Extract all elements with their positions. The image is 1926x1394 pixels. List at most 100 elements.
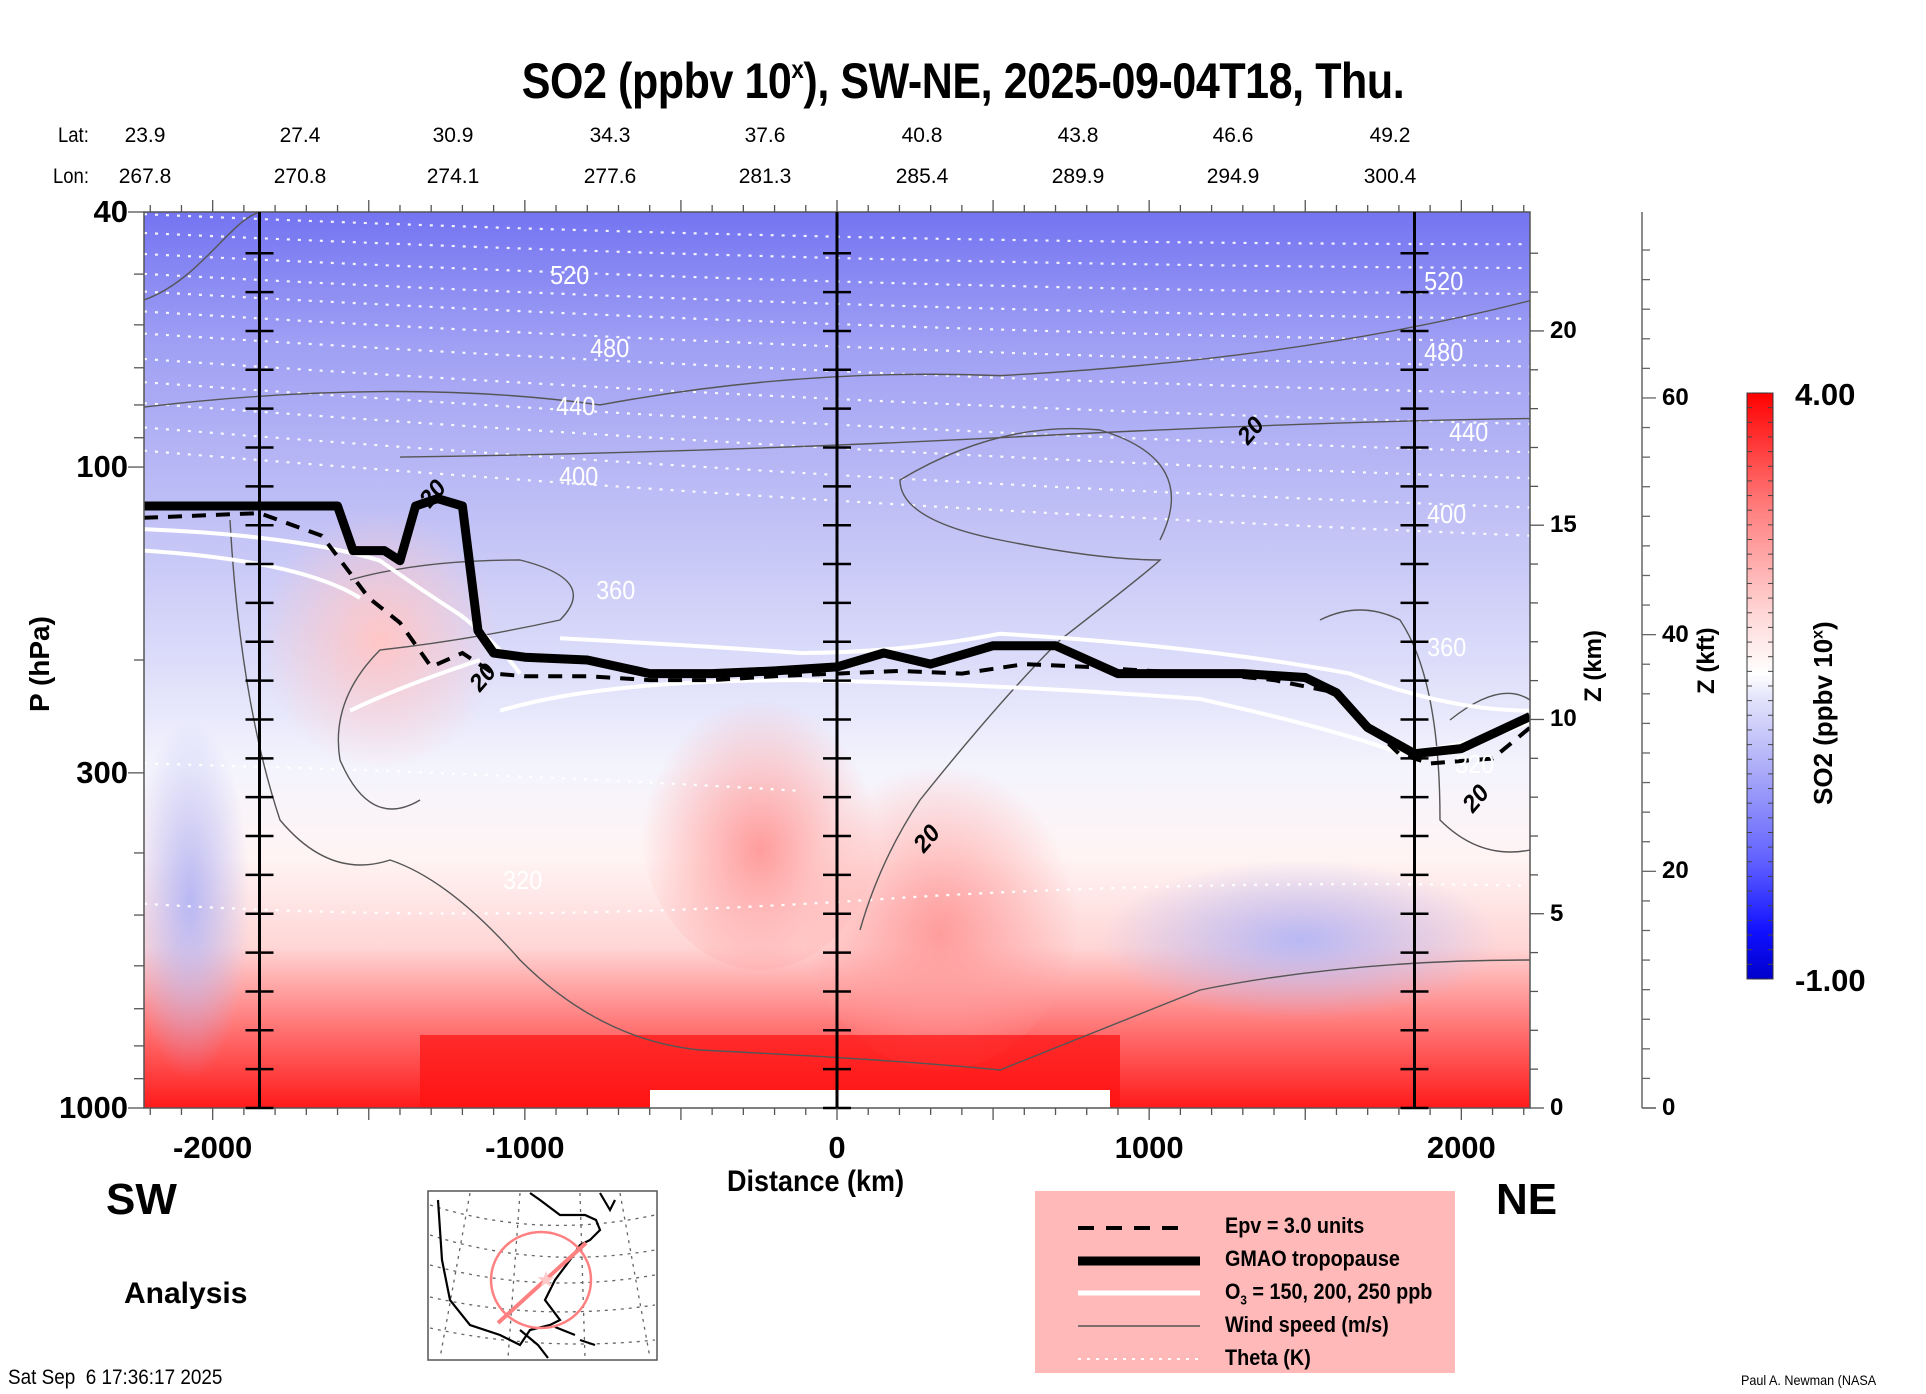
lon-value: 294.9 [1206,165,1260,188]
map-center-star-icon: ★ [536,1268,556,1293]
lat-value: 34.3 [589,124,631,147]
map-coastline [436,1192,616,1359]
credit-label: Paul A. Newman (NASA [1741,1372,1877,1388]
lat-value: 46.6 [1212,124,1254,147]
x-tick-label: 2000 [1426,1130,1496,1165]
y-tick-label: 300 [76,754,128,790]
theta-contour-label: 400 [1426,499,1467,530]
wind-speed-contour [859,427,1173,931]
z-km-tick-label: 10 [1550,705,1577,733]
map-frame [427,1190,658,1361]
colorbar-max-label: 4.00 [1795,377,1856,412]
legend-ozone-sub: 3 [1240,1292,1247,1308]
theta-contour-label: 360 [596,575,636,606]
surface-mask [960,1090,1026,1108]
z-km-axis-label: Z (km) [1580,630,1607,702]
z-kft-tick-label: 60 [1662,383,1689,411]
legend-item-tropopause: GMAO tropopause [1225,1246,1400,1271]
lon-value: 270.8 [273,165,327,188]
y-tick-label: 100 [76,449,128,485]
colorbar-min-label: -1.00 [1795,963,1866,998]
map-section-line [496,1241,588,1325]
wind-speed-contour [229,519,1530,1071]
colorbar-label: SO2 (ppbv 10x) [1808,621,1839,805]
surface-mask [650,1090,1110,1108]
title-suffix: ), SW-NE, 2025-09-04T18, Thu. [803,53,1405,109]
y-tick-label: 1000 [59,1090,128,1125]
legend-line-samples [1078,1226,1200,1360]
z-km-tick-label: 0 [1550,1094,1564,1121]
lat-value: 40.8 [901,124,943,147]
timestamp: Sat Sep 6 17:36:17 2025 [8,1366,223,1389]
map-inset: ★ [427,1190,658,1361]
so2-blue-region [144,720,250,1080]
colorbar-label-suffix: ) [1808,621,1838,630]
theta-contour-label: 520 [549,260,589,291]
colorbar-ticks [1747,392,1773,980]
lat-value: 23.9 [124,124,166,147]
x-tick-label: -1000 [485,1130,565,1165]
title-text: SO2 (ppbv 10 [521,53,792,109]
lat-value: 43.8 [1057,124,1099,147]
colorbar-label-text: SO2 (ppbv 10 [1808,638,1838,805]
lat-label: Lat: [58,124,89,147]
lat-value: 49.2 [1369,124,1411,147]
z-km-tick-label: 15 [1550,511,1577,539]
lon-value: 267.8 [118,165,172,188]
wind-speed-contour [144,212,261,301]
wind-speed-contour [1449,692,1530,721]
colorbar-label-sup: x [1809,629,1827,639]
ne-direction-label: NE [1496,1175,1558,1224]
legend-ozone-rest: = 150, 200, 250 ppb [1246,1279,1433,1304]
legend-item-wind: Wind speed (m/s) [1225,1312,1389,1337]
lon-value: 277.6 [583,165,637,188]
x-axis-label: Distance (km) [727,1165,905,1198]
y-axis-label: P (hPa) [24,616,55,712]
lon-value: 281.3 [738,165,792,188]
x-tick-label: 1000 [1114,1130,1184,1165]
lon-value: 285.4 [895,165,949,188]
theta-contour-label: 400 [559,461,599,492]
ozone-contour [559,631,1530,713]
z-kft-tick-label: 0 [1662,1094,1676,1121]
theta-contour-label: 480 [1423,337,1463,368]
z-km-tick-label: 5 [1550,899,1564,927]
axes [128,200,1656,1120]
wind-speed-contour [144,299,1530,408]
so2-red-column [800,730,1080,1070]
theta-contour-label: 440 [1448,417,1488,448]
lat-value: 30.9 [432,124,474,147]
so2-pink-region [260,510,500,770]
wind-speed-contour [1319,609,1530,853]
lon-value: 274.1 [426,165,480,188]
analysis-label: Analysis [124,1277,248,1310]
heatmap-field [144,212,1530,1108]
z-km-tick-label: 20 [1550,316,1577,344]
chart-title: SO2 (ppbv 10x), SW-NE, 2025-09-04T18, Th… [135,52,1791,110]
theta-contour-label: 440 [556,390,596,421]
so2-blue-region [1100,860,1500,1020]
z-kft-tick-label: 20 [1662,857,1689,885]
theta-contour-label: 480 [590,333,630,364]
ozone-contour [349,658,481,713]
legend-item-ozone: O3 = 150, 200, 250 ppb [1225,1279,1432,1307]
theta-contour-label: 360 [1426,631,1467,662]
y-tick-label: 40 [93,194,128,229]
legend: Epv = 3.0 units GMAO tropopause O3 = 150… [1035,1191,1455,1373]
legend-item-epv: Epv = 3.0 units [1225,1213,1365,1238]
z-kft-axis-label: Z (kft) [1693,627,1720,694]
map-circle [489,1230,593,1330]
lat-value: 37.6 [744,124,786,147]
z-kft-tick-label: 40 [1662,620,1689,648]
title-superscript: x [791,54,804,84]
theta-contour-label: 320 [1455,749,1495,780]
x-tick-label: -2000 [173,1130,253,1165]
lon-value: 289.9 [1051,165,1105,188]
theta-contour-line [144,762,801,792]
lon-value: 300.4 [1363,165,1417,188]
ozone-contour [144,548,362,600]
lat-value: 27.4 [279,124,321,147]
theta-contour-label: 320 [502,865,543,896]
x-tick-label: 0 [828,1130,846,1165]
